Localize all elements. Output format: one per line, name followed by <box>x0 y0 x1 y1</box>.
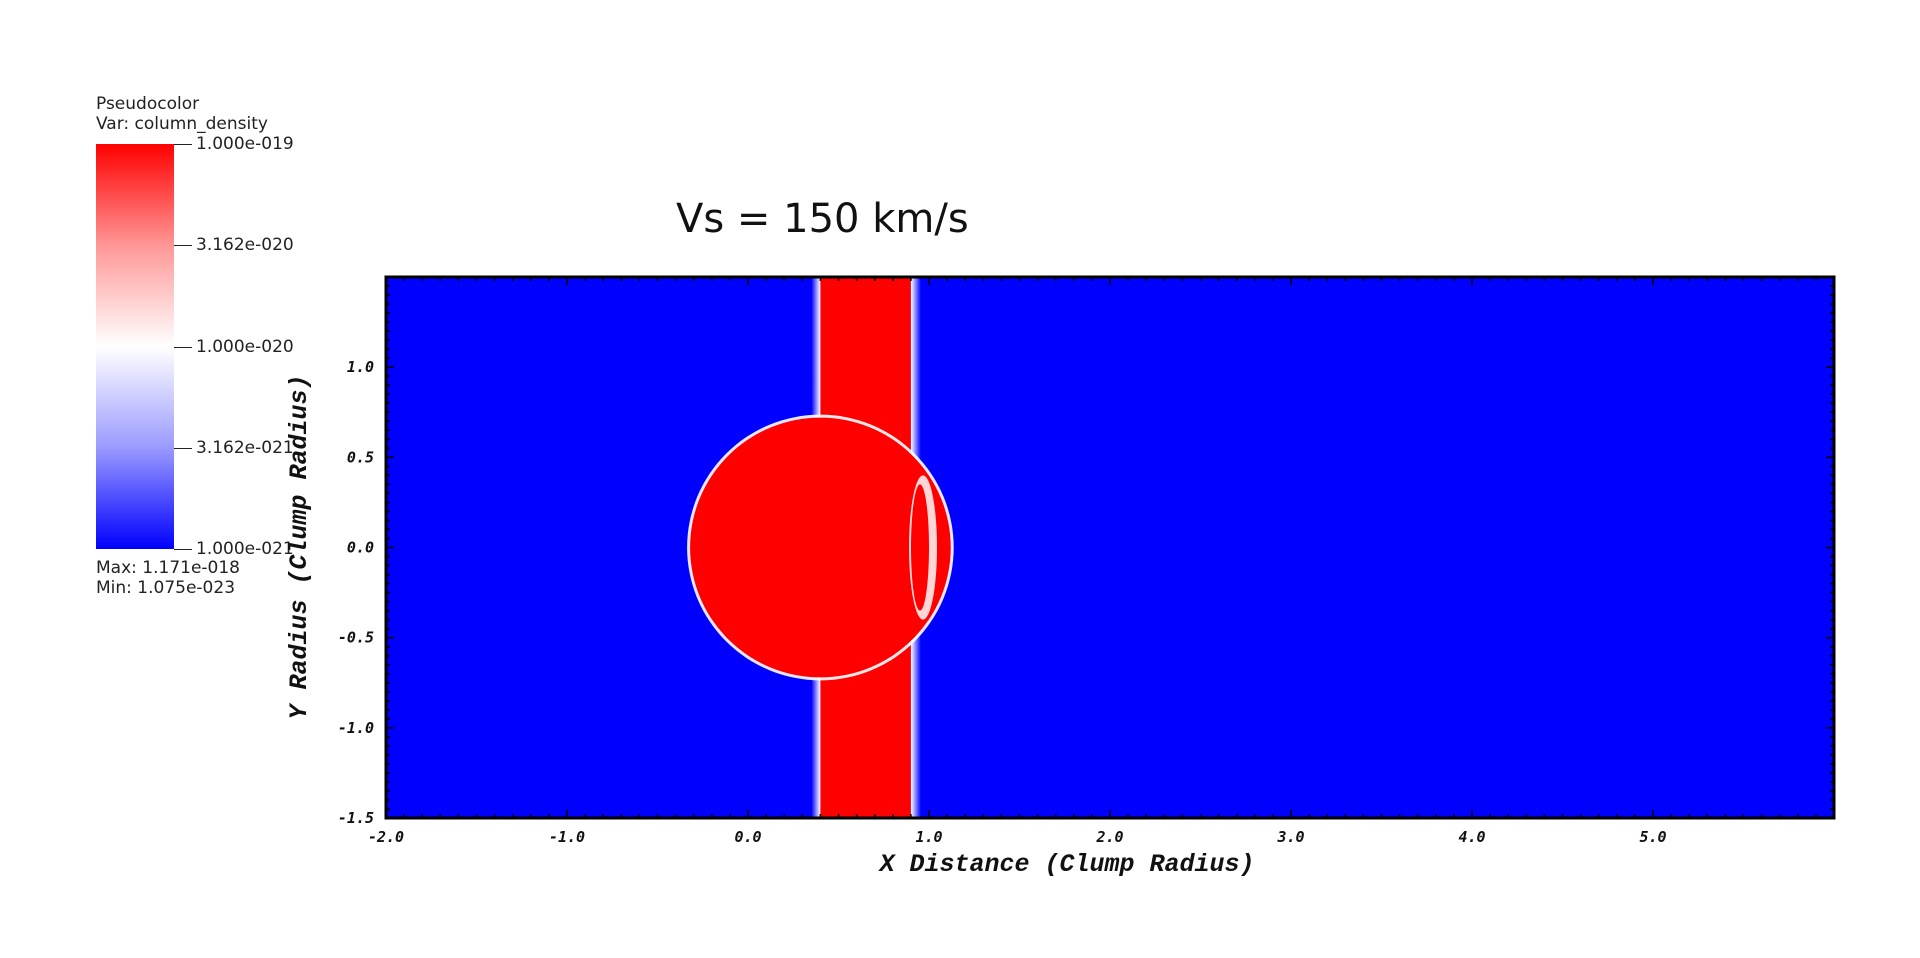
clump-body <box>690 417 951 678</box>
y-tick-label: 0.0 <box>347 539 374 557</box>
plot-title: Vs = 150 km/s <box>676 196 969 242</box>
x-tick-label: 5.0 <box>1639 828 1666 846</box>
bow-bump-core <box>911 484 929 611</box>
x-tick-label: 4.0 <box>1458 828 1485 846</box>
legend-max: Max: 1.171e-018 <box>96 558 240 578</box>
legend-tick-label: 1.000e-021 <box>196 539 294 559</box>
x-tick-label: 2.0 <box>1095 828 1123 846</box>
x-tick-label: -1.0 <box>549 828 585 846</box>
y-tick-label: -1.0 <box>338 719 374 737</box>
x-tick-label: 1.0 <box>915 828 942 846</box>
legend-tick-label: 3.162e-021 <box>196 438 294 458</box>
legend-tick-mark <box>174 245 192 246</box>
background-region <box>386 277 1834 818</box>
x-tick-label: 0.0 <box>734 828 761 846</box>
legend-tick-mark <box>174 549 192 550</box>
y-axis-title: Y Radius (Clump Radius) <box>285 374 314 719</box>
y-tick-label: -0.5 <box>338 629 374 647</box>
legend-colorbar <box>96 144 174 549</box>
legend-tick-mark <box>174 347 192 348</box>
y-tick-label: 0.5 <box>347 448 374 466</box>
legend-variable: Var: column_density <box>96 114 268 134</box>
x-tick-label: 3.0 <box>1276 828 1304 846</box>
x-tick-label: -2.0 <box>368 828 404 846</box>
y-tick-label: -1.5 <box>338 809 374 827</box>
legend-plot-type: Pseudocolor <box>96 94 200 114</box>
legend-tick-mark <box>174 448 192 449</box>
legend-min: Min: 1.075e-023 <box>96 578 236 598</box>
legend-tick-mark <box>174 144 192 145</box>
legend-tick-label: 1.000e-020 <box>196 337 294 357</box>
x-axis-title: X Distance (Clump Radius) <box>877 850 1254 879</box>
legend-tick-label: 3.162e-020 <box>196 235 294 255</box>
y-tick-label: 1.0 <box>347 358 374 376</box>
legend-tick-label: 1.000e-019 <box>196 134 294 154</box>
